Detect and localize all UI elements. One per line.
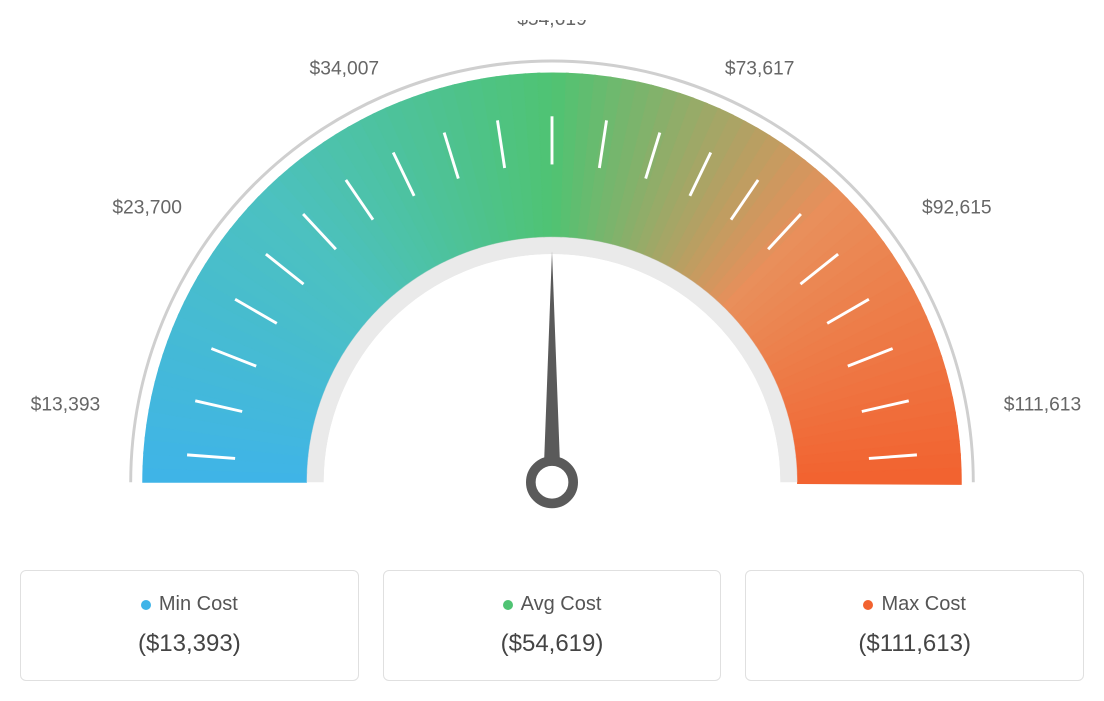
svg-text:$54,619: $54,619 [517, 20, 587, 30]
max-cost-card: Max Cost ($111,613) [745, 570, 1084, 681]
gauge-chart: $13,393 $23,700 $34,007 $54,619 $73,617 $92,6… [20, 20, 1084, 540]
max-cost-title: Max Cost [756, 593, 1073, 616]
summary-cards: Min Cost ($13,393) Avg Cost ($54,619) Ma… [20, 570, 1084, 681]
max-cost-value: ($111,613) [756, 630, 1073, 658]
avg-cost-title: Avg Cost [394, 593, 711, 616]
svg-text:$34,007: $34,007 [310, 59, 380, 80]
min-cost-title: Min Cost [31, 593, 348, 616]
chart-container: $13,393 $23,700 $34,007 $54,619 $73,617 $92,6… [20, 20, 1084, 681]
avg-cost-value: ($54,619) [394, 630, 711, 658]
min-cost-card: Min Cost ($13,393) [20, 570, 359, 681]
min-cost-value: ($13,393) [31, 630, 348, 658]
svg-text:$73,617: $73,617 [725, 59, 795, 80]
max-cost-label: Max Cost [881, 593, 965, 616]
avg-dot-icon [503, 600, 513, 610]
avg-cost-label: Avg Cost [521, 593, 602, 616]
svg-text:$23,700: $23,700 [112, 197, 182, 218]
avg-cost-card: Avg Cost ($54,619) [383, 570, 722, 681]
max-dot-icon [863, 600, 873, 610]
svg-text:$13,393: $13,393 [31, 395, 101, 416]
svg-text:$111,613: $111,613 [1004, 395, 1081, 416]
min-dot-icon [141, 600, 151, 610]
svg-text:$92,615: $92,615 [922, 197, 992, 218]
min-cost-label: Min Cost [159, 593, 238, 616]
